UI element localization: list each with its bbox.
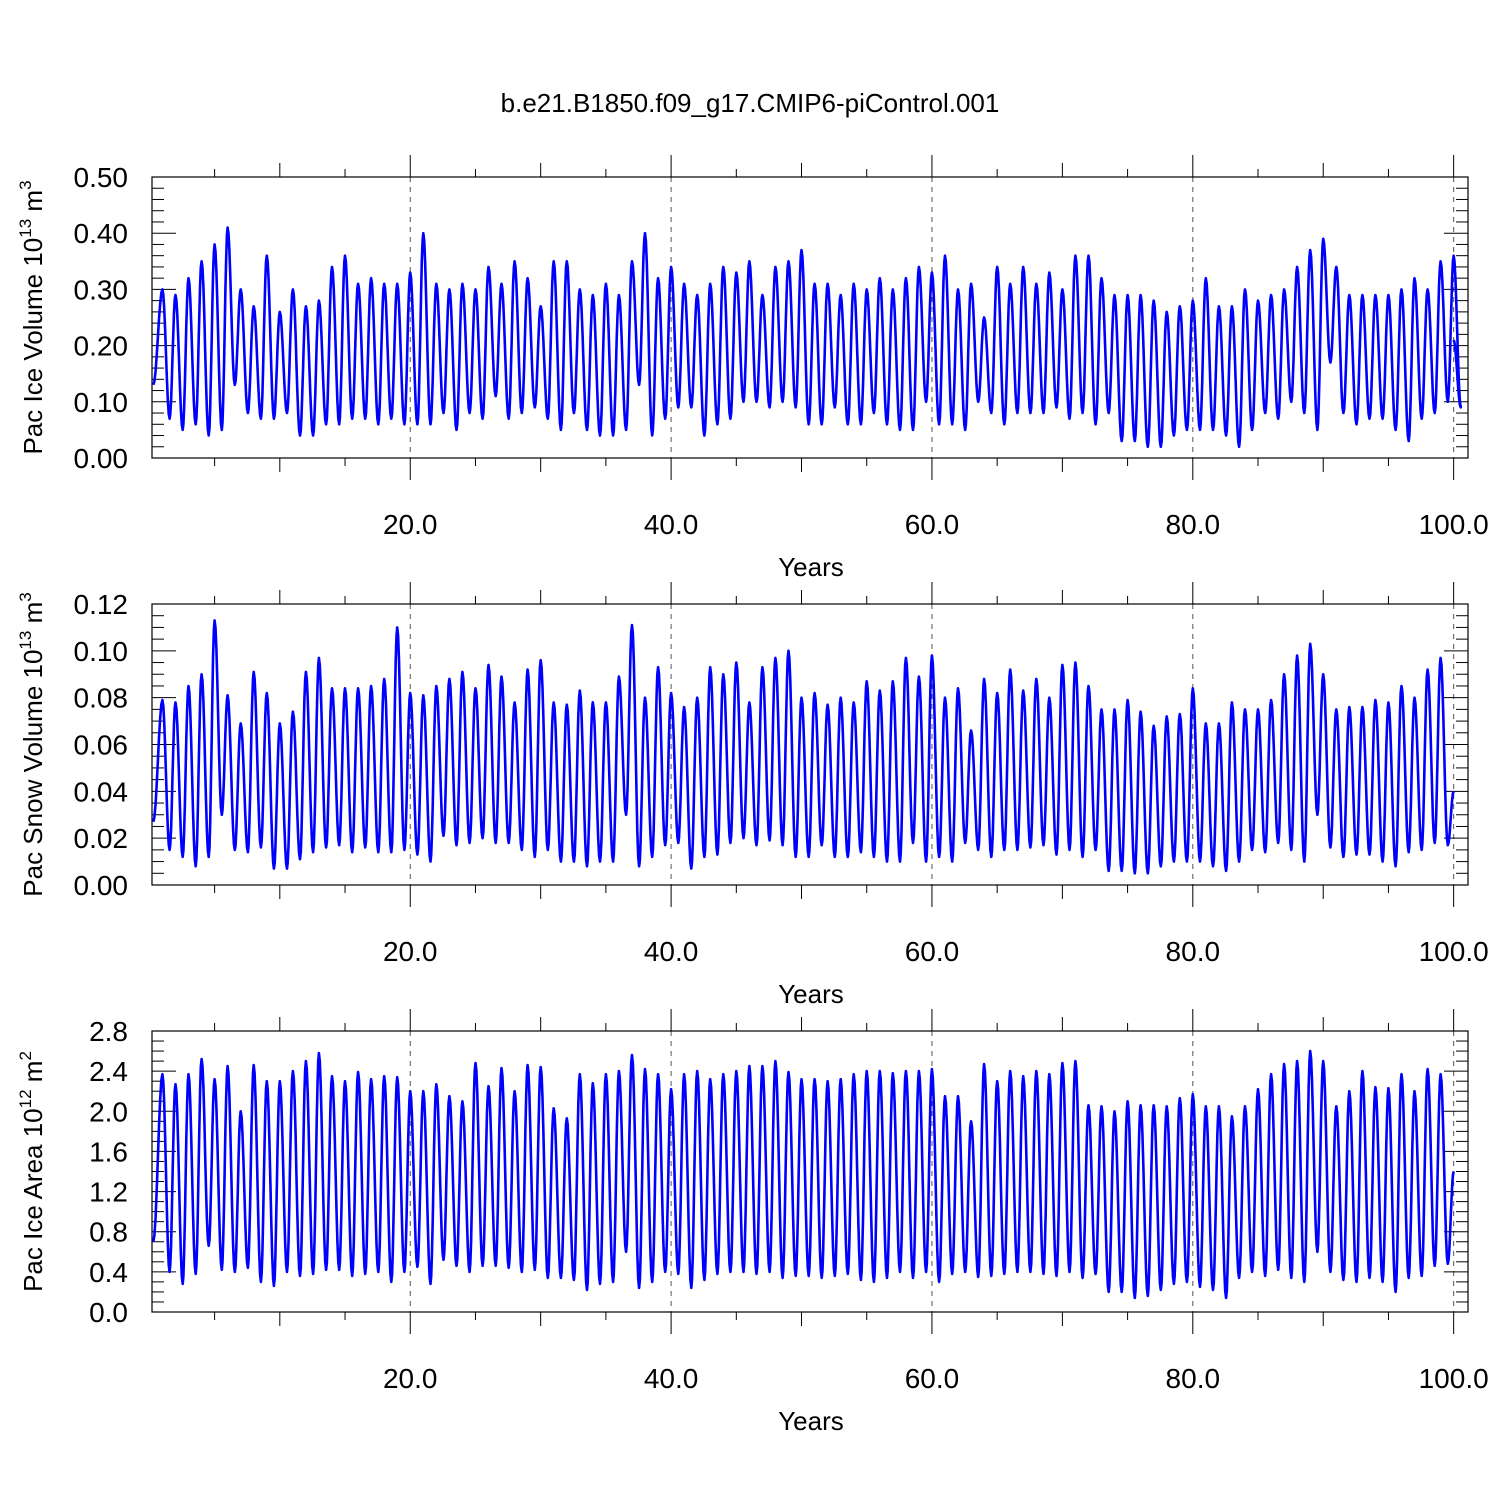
y-tick-label-7: 2.8 — [89, 1016, 128, 1047]
x-tick-label-4: 100.0 — [1419, 1363, 1489, 1394]
x-tick-label-0: 20.0 — [383, 936, 438, 967]
x-tick-label-1: 40.0 — [644, 509, 699, 540]
y-tick-label-4: 0.08 — [74, 683, 129, 714]
y-tick-label-5: 0.10 — [74, 636, 129, 667]
series-line — [152, 619, 1455, 875]
x-tick-label-0: 20.0 — [383, 509, 438, 540]
y-axis-label: Pac Snow Volume 1013 m3 — [16, 592, 48, 896]
series-line — [152, 1049, 1455, 1300]
y-tick-label-3: 0.06 — [74, 730, 129, 761]
x-tick-label-4: 100.0 — [1419, 509, 1489, 540]
plot-frame — [151, 176, 1469, 459]
y-tick-label-6: 0.12 — [74, 589, 129, 620]
y-axis-label: Pac Ice Volume 1013 m3 — [16, 180, 48, 454]
y-tick-label-4: 0.40 — [74, 218, 129, 249]
y-tick-label-3: 1.2 — [89, 1177, 128, 1208]
y-tick-label-2: 0.04 — [74, 776, 129, 807]
x-tick-label-3: 80.0 — [1166, 1363, 1221, 1394]
y-tick-label-0: 0.0 — [89, 1297, 128, 1328]
figure-title: b.e21.B1850.f09_g17.CMIP6-piControl.001 — [501, 88, 1000, 118]
panel-ice-volume: 20.0 40.0 60.0 80.0 100.0 Years 0.00 0.10 0.20 0.… — [16, 155, 1489, 582]
y-tick-label-5: 2.0 — [89, 1096, 128, 1127]
x-axis-label: Years — [778, 552, 844, 582]
y-tick-label-0: 0.00 — [74, 870, 129, 901]
x-tick-label-2: 60.0 — [905, 1363, 960, 1394]
x-tick-label-3: 80.0 — [1166, 509, 1221, 540]
y-tick-label-1: 0.10 — [74, 387, 129, 418]
series-line — [152, 226, 1463, 449]
y-tick-label-5: 0.50 — [74, 162, 129, 193]
y-tick-label-4: 1.6 — [89, 1136, 128, 1167]
panel-snow-volume: 20.0 40.0 60.0 80.0 100.0 Years 0.00 0.02 0.04 0.… — [16, 582, 1489, 1009]
x-tick-label-4: 100.0 — [1419, 936, 1489, 967]
x-tick-label-2: 60.0 — [905, 509, 960, 540]
y-tick-label-3: 0.30 — [74, 274, 129, 305]
y-tick-label-0: 0.00 — [74, 443, 129, 474]
x-tick-label-1: 40.0 — [644, 1363, 699, 1394]
y-tick-label-6: 2.4 — [89, 1056, 128, 1087]
y-tick-label-2: 0.20 — [74, 331, 129, 362]
y-axis-label: Pac Ice Area 1012 m2 — [16, 1051, 48, 1292]
y-tick-label-1: 0.02 — [74, 823, 129, 854]
panel-ice-area: 20.0 40.0 60.0 80.0 100.0 Years 0.0 0.4 0.8 1.2 1.… — [16, 1009, 1489, 1436]
x-tick-label-2: 60.0 — [905, 936, 960, 967]
y-tick-label-1: 0.4 — [89, 1257, 128, 1288]
y-tick-label-2: 0.8 — [89, 1217, 128, 1248]
x-tick-label-1: 40.0 — [644, 936, 699, 967]
x-tick-label-3: 80.0 — [1166, 936, 1221, 967]
x-axis-label: Years — [778, 1406, 844, 1436]
x-tick-label-0: 20.0 — [383, 1363, 438, 1394]
x-axis-label: Years — [778, 979, 844, 1009]
